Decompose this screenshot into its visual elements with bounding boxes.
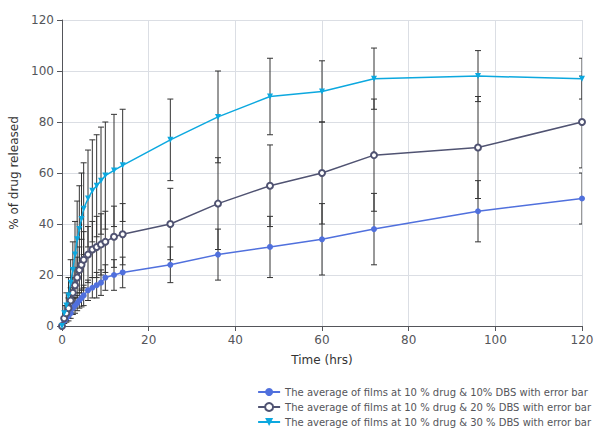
svg-text:20: 20 bbox=[39, 268, 54, 282]
svg-text:20: 20 bbox=[141, 333, 156, 347]
svg-text:The average of films at 10 % d: The average of films at 10 % drug & 20 %… bbox=[284, 402, 592, 413]
svg-text:0: 0 bbox=[58, 333, 66, 347]
svg-text:100: 100 bbox=[31, 64, 54, 78]
svg-text:The average of films at 10 % d: The average of films at 10 % drug & 30 %… bbox=[284, 417, 592, 428]
svg-text:Time (hrs): Time (hrs) bbox=[290, 353, 352, 367]
svg-text:120: 120 bbox=[571, 333, 594, 347]
svg-text:The average of films at 10 % d: The average of films at 10 % drug & 10% … bbox=[284, 387, 589, 398]
svg-text:% of drug released: % of drug released bbox=[7, 116, 21, 230]
svg-text:0: 0 bbox=[46, 319, 54, 333]
svg-text:40: 40 bbox=[228, 333, 243, 347]
svg-text:60: 60 bbox=[39, 166, 54, 180]
svg-text:60: 60 bbox=[314, 333, 329, 347]
svg-text:80: 80 bbox=[39, 115, 54, 129]
svg-text:40: 40 bbox=[39, 217, 54, 231]
svg-text:100: 100 bbox=[484, 333, 507, 347]
svg-text:120: 120 bbox=[31, 13, 54, 27]
svg-text:80: 80 bbox=[401, 333, 416, 347]
